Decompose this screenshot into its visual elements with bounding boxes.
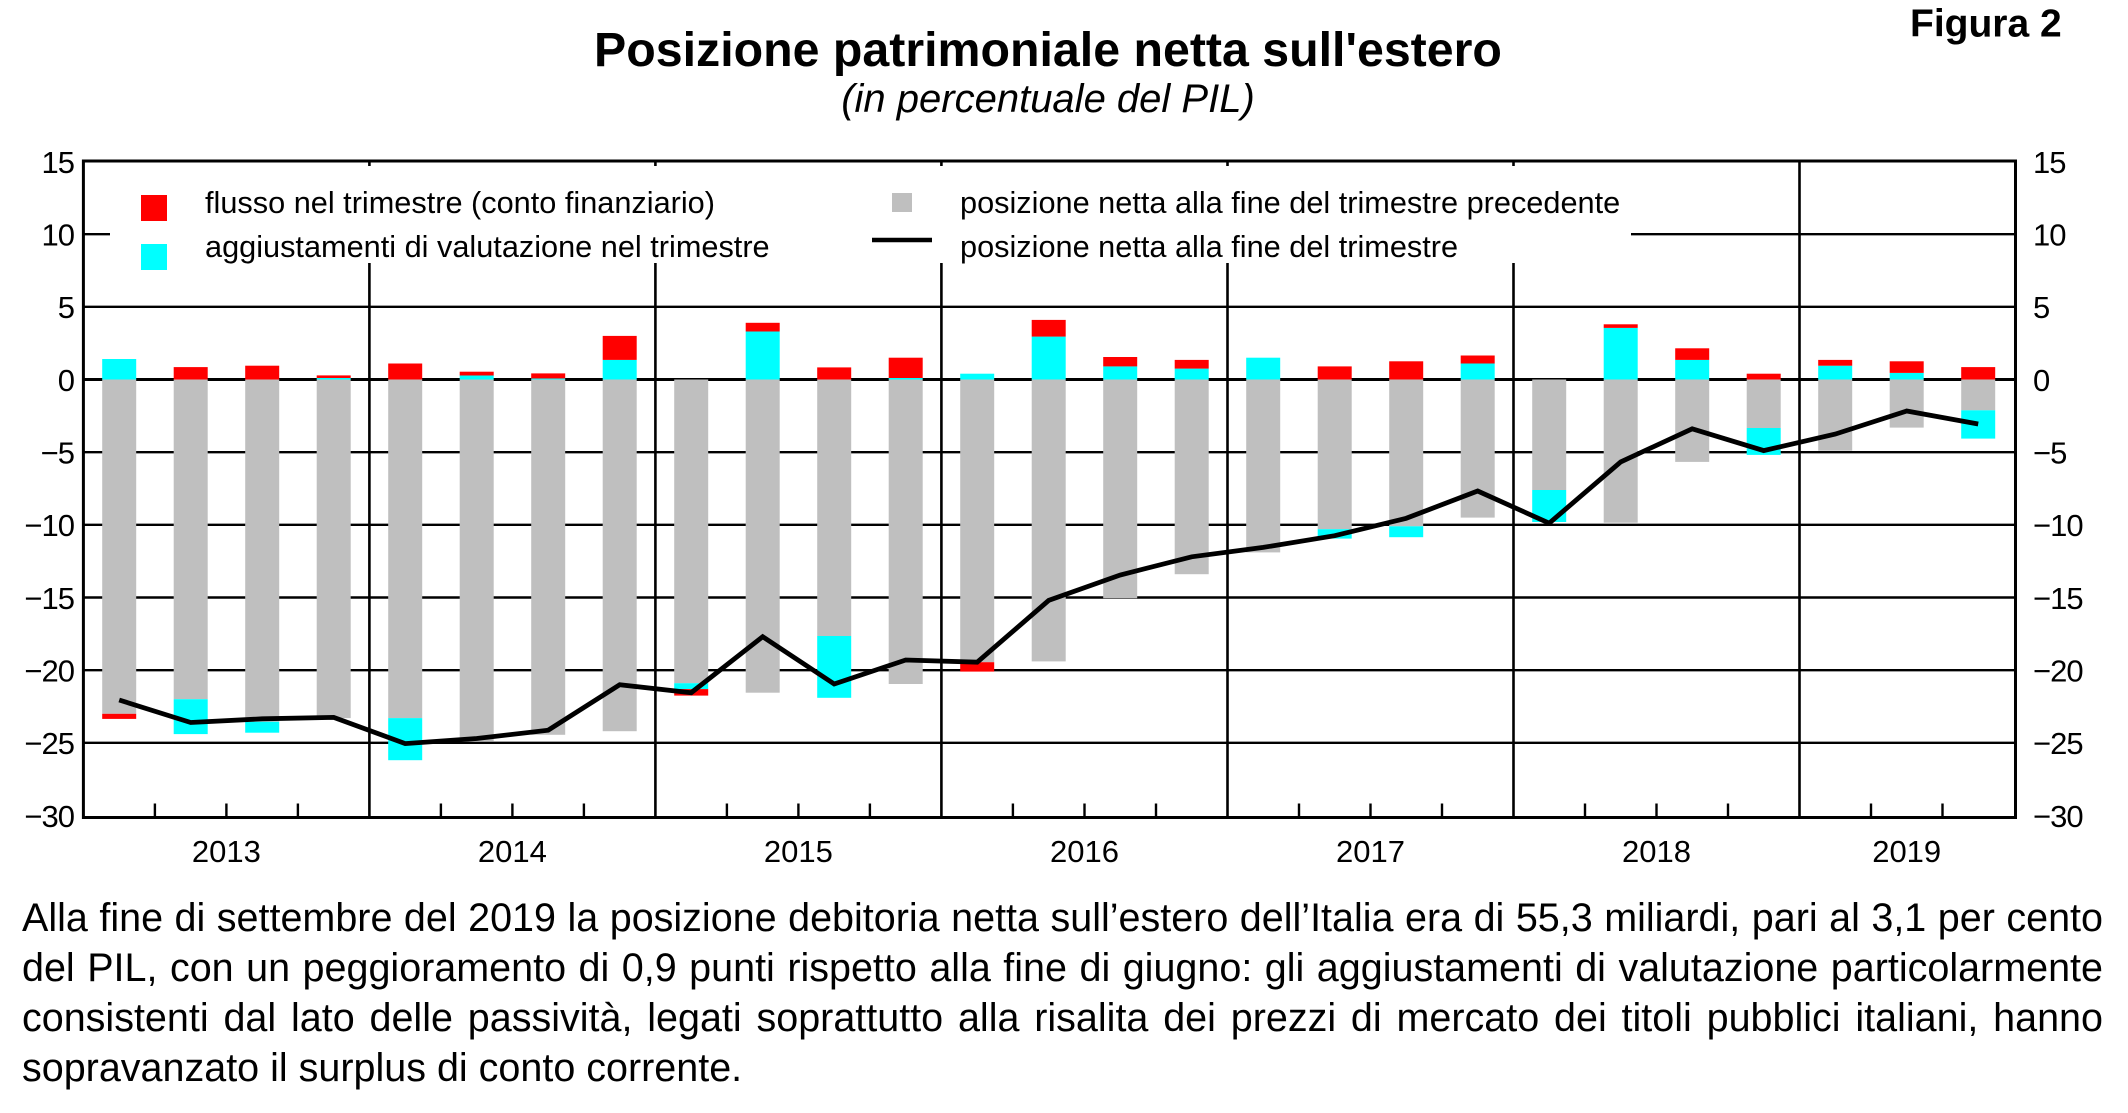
- svg-text:aggiustamenti di valutazione n: aggiustamenti di valutazione nel trimest…: [205, 229, 770, 264]
- svg-text:−5: −5: [41, 436, 74, 471]
- svg-text:15: 15: [2033, 145, 2065, 180]
- svg-text:15: 15: [42, 145, 74, 180]
- svg-text:10: 10: [2033, 218, 2066, 253]
- svg-text:−10: −10: [2033, 508, 2083, 543]
- svg-text:flusso nel trimestre (conto fi: flusso nel trimestre (conto finanziario): [205, 185, 715, 220]
- svg-text:5: 5: [58, 290, 74, 325]
- svg-text:0: 0: [58, 363, 75, 398]
- svg-text:2014: 2014: [478, 834, 547, 869]
- svg-text:2017: 2017: [1336, 834, 1405, 869]
- svg-text:−20: −20: [2033, 654, 2083, 689]
- svg-text:5: 5: [2033, 290, 2049, 325]
- svg-text:−10: −10: [24, 508, 74, 543]
- svg-text:2013: 2013: [192, 834, 261, 869]
- svg-text:10: 10: [42, 218, 75, 253]
- svg-text:2018: 2018: [1622, 834, 1691, 869]
- svg-text:posizione netta alla fine del: posizione netta alla fine del trimestre: [960, 229, 1458, 264]
- svg-text:−20: −20: [24, 654, 74, 689]
- svg-text:2016: 2016: [1050, 834, 1119, 869]
- svg-text:−30: −30: [24, 799, 74, 834]
- svg-text:0: 0: [2033, 363, 2050, 398]
- svg-text:(in percentuale del PIL): (in percentuale del PIL): [841, 77, 1255, 121]
- svg-text:−25: −25: [24, 726, 74, 761]
- svg-text:−15: −15: [24, 581, 74, 616]
- svg-text:−25: −25: [2033, 726, 2083, 761]
- svg-text:−5: −5: [2033, 436, 2066, 471]
- svg-text:2019: 2019: [1872, 834, 1941, 869]
- svg-text:posizione netta alla fine del: posizione netta alla fine del trimestre …: [960, 185, 1620, 220]
- svg-text:−15: −15: [2033, 581, 2083, 616]
- svg-text:2015: 2015: [764, 834, 833, 869]
- svg-text:Figura 2: Figura 2: [1910, 3, 2062, 46]
- svg-text:Posizione patrimoniale netta s: Posizione patrimoniale netta sull'estero: [594, 23, 1502, 77]
- svg-text:−30: −30: [2033, 799, 2083, 834]
